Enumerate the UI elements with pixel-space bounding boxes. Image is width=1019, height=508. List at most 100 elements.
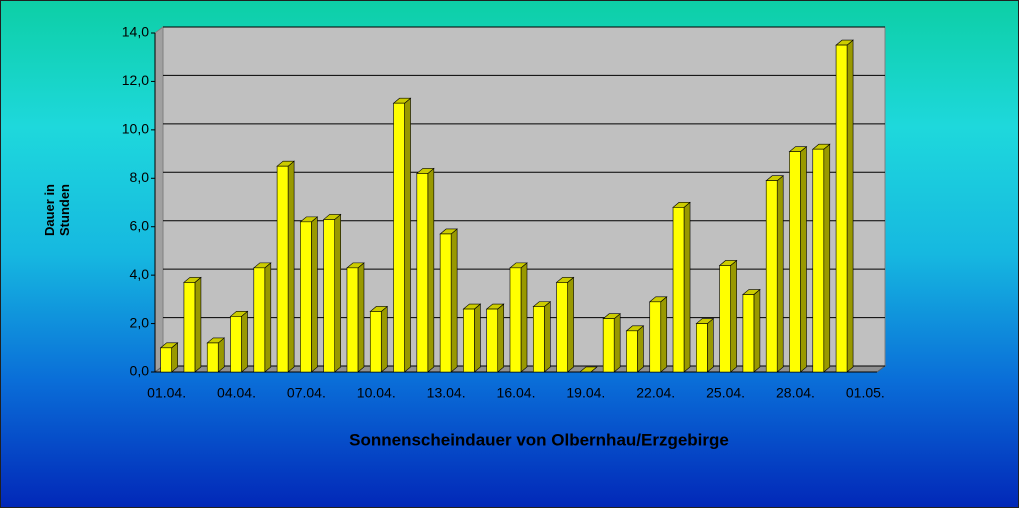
bar-front bbox=[346, 267, 359, 373]
x-tick-label: 13.04. bbox=[427, 385, 466, 401]
bar bbox=[648, 296, 668, 373]
bar-front bbox=[696, 323, 708, 373]
bar bbox=[159, 342, 179, 373]
bar-side bbox=[613, 313, 621, 373]
y-tick-label: 6,0 bbox=[130, 217, 150, 233]
bar-side bbox=[404, 97, 411, 373]
bar-front bbox=[602, 318, 615, 373]
bar-front bbox=[230, 316, 242, 373]
bar-front bbox=[486, 308, 499, 373]
bar-front bbox=[276, 165, 289, 373]
bar bbox=[718, 259, 738, 373]
bar bbox=[579, 366, 598, 373]
bar-front bbox=[649, 301, 662, 373]
x-tick-label: 04.04. bbox=[217, 385, 256, 401]
bar-front bbox=[206, 342, 219, 373]
bar-side bbox=[520, 262, 528, 373]
x-tick-label: 01.05. bbox=[846, 385, 885, 401]
bar bbox=[299, 216, 319, 373]
x-tick-label: 10.04. bbox=[357, 385, 396, 401]
bar-side bbox=[194, 276, 202, 373]
bar-side bbox=[707, 317, 714, 373]
bar bbox=[416, 167, 435, 373]
bar-front bbox=[719, 265, 731, 373]
bar-front bbox=[556, 282, 568, 373]
bar bbox=[392, 97, 412, 373]
bar-side bbox=[637, 325, 644, 373]
bar bbox=[811, 143, 831, 373]
bar bbox=[509, 262, 528, 373]
bar-side bbox=[334, 213, 341, 373]
bar-side bbox=[730, 259, 737, 373]
y-tick-label: 14,0 bbox=[122, 24, 149, 40]
bar bbox=[672, 201, 691, 373]
bar-side bbox=[241, 310, 248, 373]
bar-front bbox=[300, 221, 312, 373]
bar-side bbox=[474, 303, 481, 373]
bar bbox=[485, 303, 505, 373]
bar-side bbox=[543, 300, 551, 373]
bar bbox=[276, 160, 295, 373]
y-tick-label: 8,0 bbox=[130, 169, 150, 185]
bar-side bbox=[287, 160, 295, 373]
bar bbox=[439, 228, 458, 373]
y-tick-label: 0,0 bbox=[130, 363, 150, 379]
bar-side bbox=[846, 39, 854, 373]
bar bbox=[462, 303, 482, 373]
x-tick-label: 22.04. bbox=[636, 385, 675, 401]
x-tick-label: 28.04. bbox=[776, 385, 815, 401]
bar bbox=[625, 325, 645, 373]
bar-front bbox=[160, 347, 172, 373]
bar-front bbox=[463, 308, 475, 373]
bar-front bbox=[742, 294, 755, 373]
bar bbox=[765, 175, 785, 373]
bar bbox=[346, 262, 365, 373]
bar-front bbox=[672, 207, 685, 373]
bar-front bbox=[416, 173, 429, 373]
bar-front bbox=[789, 151, 801, 373]
x-tick-label: 19.04. bbox=[566, 385, 605, 401]
bar bbox=[322, 213, 342, 373]
x-tick-label: 07.04. bbox=[287, 385, 326, 401]
bar-side bbox=[311, 216, 318, 373]
bar-side bbox=[776, 175, 784, 373]
bar-front bbox=[393, 102, 405, 373]
bar-front bbox=[509, 267, 522, 373]
bar-front bbox=[323, 219, 335, 373]
bar-side bbox=[217, 337, 225, 373]
bar bbox=[532, 300, 552, 373]
bar-side bbox=[264, 262, 272, 373]
bar bbox=[229, 310, 249, 373]
bar-front bbox=[183, 282, 196, 373]
bar-side bbox=[450, 228, 458, 373]
bar-front bbox=[812, 148, 825, 373]
bar bbox=[835, 39, 854, 373]
bar bbox=[742, 288, 761, 373]
y-tick-label: 12,0 bbox=[122, 72, 149, 88]
y-axis-label: Dauer in Stunden bbox=[42, 184, 72, 237]
bar bbox=[206, 337, 226, 373]
bar bbox=[602, 313, 621, 373]
bar-side bbox=[380, 305, 388, 373]
bar-side bbox=[800, 146, 807, 373]
bar-side bbox=[357, 262, 365, 373]
bar-front bbox=[439, 233, 452, 373]
bar-side bbox=[823, 143, 831, 373]
x-tick-label: 25.04. bbox=[706, 385, 745, 401]
bar-front bbox=[835, 44, 848, 373]
bar bbox=[252, 262, 272, 373]
bar bbox=[555, 276, 575, 373]
bar-front bbox=[765, 180, 778, 373]
chart-title: Sonnenscheindauer von Olbernhau/Erzgebir… bbox=[349, 430, 729, 449]
bar-side bbox=[427, 167, 435, 373]
bar-side bbox=[683, 201, 691, 373]
bar-front bbox=[532, 306, 545, 373]
bar bbox=[788, 146, 808, 373]
bar bbox=[695, 317, 715, 373]
y-tick-label: 10,0 bbox=[122, 121, 149, 137]
y-tick-label: 4,0 bbox=[130, 266, 150, 282]
bar-front bbox=[369, 311, 382, 373]
bar-front bbox=[253, 267, 266, 373]
